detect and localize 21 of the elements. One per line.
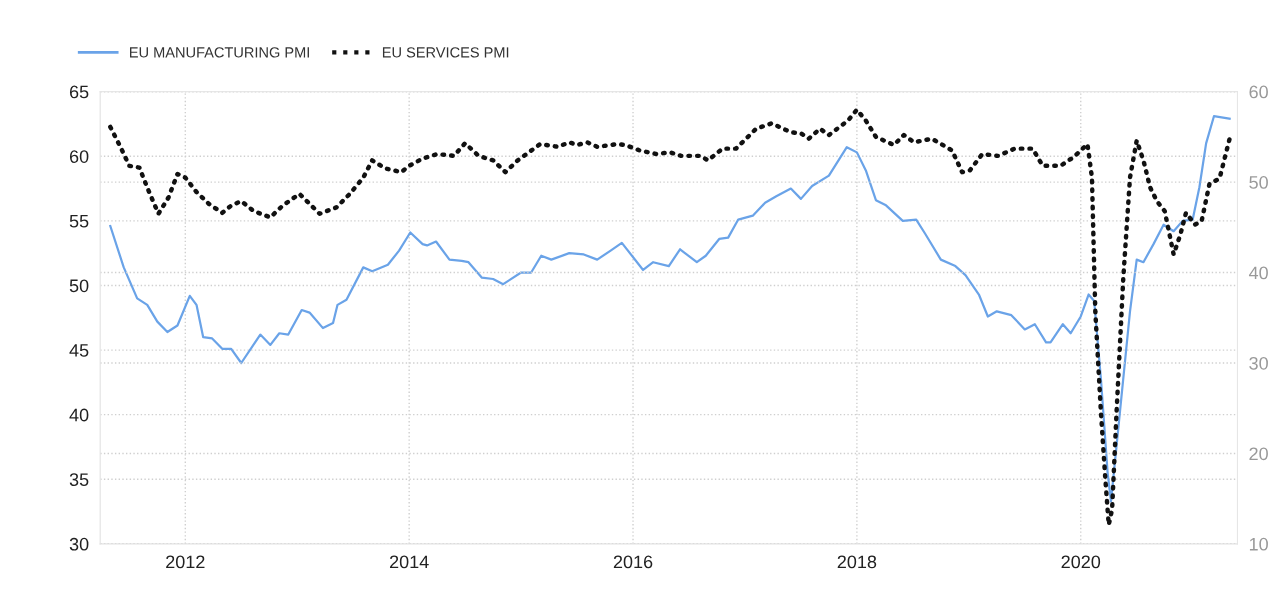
y2-tick-label: 30 — [1249, 356, 1268, 370]
y2-tick-label: 60 — [1249, 85, 1268, 99]
y2-tick-label: 50 — [1249, 176, 1268, 189]
y-tick-label: 30 — [69, 537, 89, 551]
y-tick-label: 40 — [69, 408, 89, 422]
x-tick-label: 2020 — [1061, 555, 1101, 569]
x-tick-label: 2016 — [613, 555, 653, 569]
y-tick-label: 35 — [69, 473, 89, 487]
y-tick-label: 60 — [69, 150, 89, 163]
y-tick-label: 55 — [69, 214, 89, 228]
y-tick-label: 65 — [69, 85, 89, 99]
x-tick-label: 2014 — [389, 555, 429, 569]
legend-label: EU MANUFACTURING PMI — [130, 47, 309, 58]
x-tick-label: 2012 — [166, 555, 205, 569]
x-tick-label: 2018 — [837, 555, 877, 569]
y-tick-label: 50 — [69, 279, 89, 293]
legend-label: EU SERVICES PMI — [382, 47, 509, 58]
y2-tick-label: 20 — [1249, 447, 1268, 461]
y-tick-label: 45 — [69, 344, 89, 357]
y2-tick-label: 40 — [1248, 266, 1268, 280]
y2-tick-label: 10 — [1249, 537, 1268, 551]
